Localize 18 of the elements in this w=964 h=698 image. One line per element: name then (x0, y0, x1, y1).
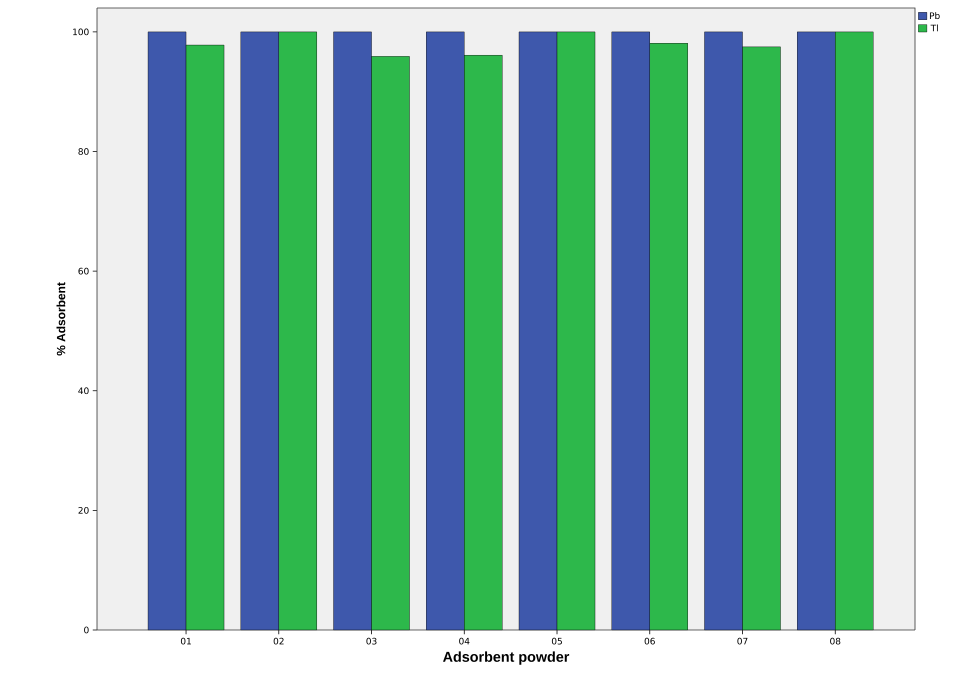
y-tick-label: 40 (78, 387, 89, 394)
y-tick-label: 100 (73, 28, 89, 36)
x-tick-label: 07 (737, 638, 748, 645)
x-tick-label: 01 (180, 638, 191, 645)
y-tick-label: 60 (78, 268, 89, 275)
legend-label: Pb (930, 12, 940, 20)
x-tick-label: 08 (830, 638, 840, 645)
x-tick-label: 03 (366, 638, 377, 645)
x-axis-title: Adsorbent powder (443, 651, 570, 665)
x-tick-label: 05 (552, 638, 562, 645)
y-axis-title: % Adsorbent (56, 282, 66, 356)
y-tick-label: 20 (78, 506, 89, 514)
y-tick-label: 80 (78, 148, 89, 155)
legend-label: Tl (930, 24, 938, 32)
y-tick-label: 0 (84, 626, 89, 634)
x-tick-label: 06 (644, 638, 655, 645)
x-tick-label: 04 (459, 638, 470, 645)
x-tick-label: 02 (274, 638, 284, 645)
